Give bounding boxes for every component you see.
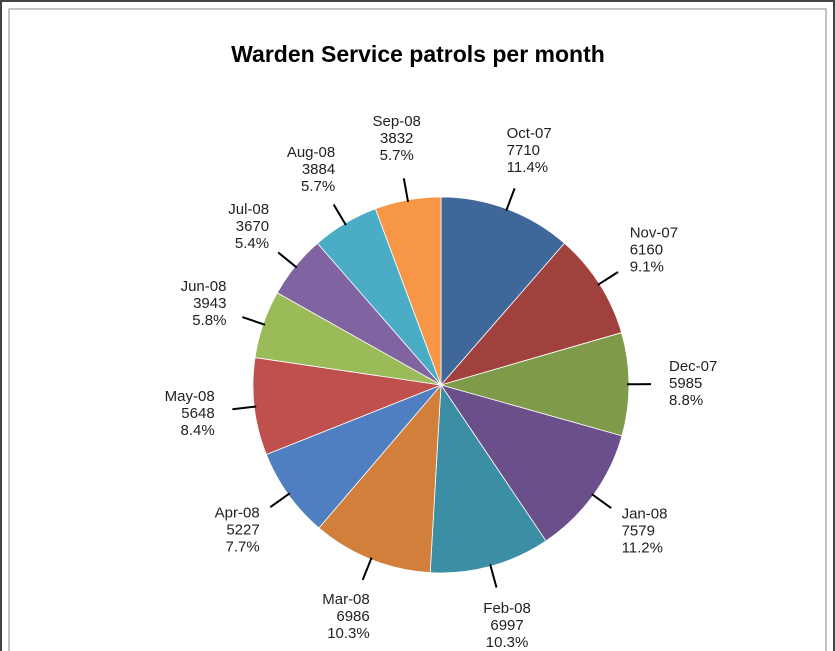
pie-label-name: Jan-08: [622, 505, 668, 522]
pie-label-value: 3832: [380, 130, 413, 147]
pie-label-value: 7579: [622, 522, 655, 539]
leader-line: [402, 178, 410, 203]
leader-line: [597, 271, 619, 286]
pie-label-percent: 11.2%: [622, 539, 663, 556]
leader-line: [591, 493, 612, 509]
pie-label-value: 5648: [181, 405, 214, 422]
pie-label-name: Mar-08: [322, 591, 370, 608]
pie-label-percent: 11.4%: [507, 159, 548, 176]
pie-label-name: Aug-08: [287, 144, 335, 161]
pie-label-name: Jun-08: [181, 278, 227, 295]
pie-label-percent: 9.1%: [630, 258, 664, 275]
pie-label-percent: 5.7%: [380, 147, 414, 164]
leader-line: [332, 203, 347, 226]
pie-label-value: 3943: [193, 295, 226, 312]
pie-label-value: 6997: [490, 617, 523, 634]
pie-label-value: 6160: [630, 241, 663, 258]
pie-label-value: 5985: [669, 375, 702, 392]
pie-label-percent: 5.7%: [301, 178, 335, 195]
leader-line: [361, 557, 373, 581]
pie-label-name: Jul-08: [228, 201, 269, 218]
pie-label-name: Sep-08: [373, 113, 421, 130]
pie-label-name: Nov-07: [630, 224, 678, 241]
leader-line: [489, 564, 498, 588]
pie-label-name: Dec-07: [669, 358, 717, 375]
pie-label-name: Apr-08: [215, 504, 260, 521]
pie-label-percent: 7.7%: [225, 538, 259, 555]
pie-label-value: 7710: [507, 142, 540, 159]
pie-label-name: Oct-07: [507, 125, 552, 142]
leader-line: [241, 316, 266, 326]
pie-label-value: 6986: [336, 608, 369, 625]
pie-label-name: May-08: [165, 388, 215, 405]
leader-line: [232, 405, 257, 411]
leader-line: [505, 187, 516, 212]
pie-label-value: 5227: [226, 521, 259, 538]
pie-label-percent: 10.3%: [327, 625, 370, 642]
pie-label-percent: 8.4%: [180, 422, 214, 439]
leader-line: [269, 492, 291, 509]
pie-label-percent: 5.4%: [235, 235, 269, 252]
leader-line: [277, 251, 298, 269]
pie-label-value: 3884: [302, 161, 335, 178]
chart-title: Warden Service patrols per month: [231, 41, 605, 67]
pie-label-value: 3670: [236, 218, 269, 235]
pie-label-percent: 10.3%: [486, 634, 529, 651]
pie-label-percent: 8.8%: [669, 392, 703, 409]
pie-label-percent: 5.8%: [192, 312, 226, 329]
pie-label-name: Feb-08: [483, 600, 531, 617]
